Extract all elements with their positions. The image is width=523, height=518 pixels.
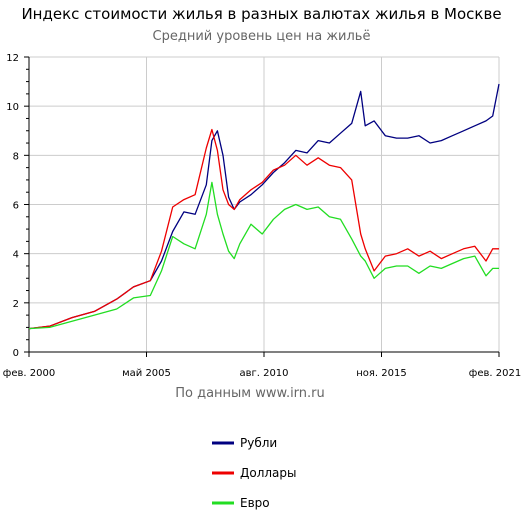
x-tick-label: фев. 2000 (3, 368, 55, 379)
chart-subtitle: Средний уровень цен на жильё (152, 29, 371, 44)
legend-label: Доллары (240, 466, 297, 480)
y-tick-label: 6 (13, 201, 19, 212)
series-line-3 (28, 181, 499, 330)
x-tick-label: авг. 2010 (239, 368, 288, 379)
axes: 0 2 4 6 8 10 12 фев. 2000 май 2005 авг. 2010 ноя. … (3, 53, 521, 379)
series-line-2 (28, 128, 499, 330)
x-tick-label: май 2005 (122, 368, 171, 379)
y-tick-label: 4 (13, 250, 19, 261)
legend: Рубли Доллары Евро (212, 436, 297, 510)
x-tick-label: ноя. 2015 (356, 368, 406, 379)
chart-title: Индекс стоимости жилья в разных валютах … (21, 5, 502, 23)
legend-label: Рубли (240, 436, 277, 450)
source-note: По данным www.irn.ru (175, 386, 325, 401)
y-tick-label: 8 (13, 151, 19, 162)
y-tick-label: 10 (6, 102, 19, 113)
y-tick-label: 0 (13, 348, 19, 359)
legend-label: Евро (240, 496, 270, 510)
x-tick-label: фев. 2021 (469, 368, 521, 379)
grid-lines (29, 56, 500, 352)
series-lines (28, 83, 500, 330)
y-tick-label: 2 (13, 299, 19, 310)
series-line-1 (28, 83, 500, 330)
y-tick-label: 12 (6, 53, 19, 64)
